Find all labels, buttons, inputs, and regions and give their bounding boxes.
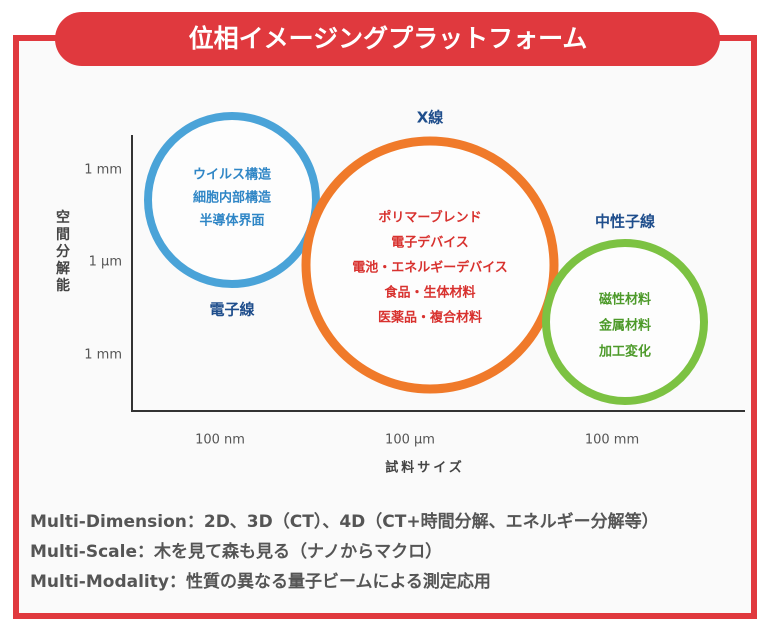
electron-circle — [144, 112, 320, 288]
region-label: 電子線 — [209, 301, 254, 319]
region-item: ポリマーブレンド — [378, 210, 481, 226]
title: 位相イメージングプラットフォーム — [189, 24, 588, 53]
region-item: 電池・エネルギーデバイス — [352, 260, 508, 276]
x-tick-label: 100 μm — [385, 433, 435, 448]
neutron-circle — [542, 239, 708, 405]
title-tab — [55, 12, 720, 66]
note: Multi-Modality：性質の異なる量子ビームによる測定応用 — [30, 571, 491, 592]
region-item: 半導体界面 — [199, 213, 264, 229]
x-tick-label: 100 mm — [585, 433, 639, 448]
region-label: 中性子線 — [595, 213, 655, 231]
y-tick-label: 1 mm — [84, 348, 122, 363]
y-tick-label: 1 mm — [84, 163, 122, 178]
region-item: 医薬品・複合材料 — [378, 310, 482, 326]
note: Multi-Scale：木を見て森も見る（ナノからマクロ） — [30, 541, 442, 562]
x-tick-label: 100 nm — [195, 433, 245, 448]
region-item: 電子デバイス — [391, 235, 469, 251]
region-item: 金属材料 — [598, 318, 651, 334]
note: Multi-Dimension：2D、3D（CT）、4D（CT+時間分解、エネル… — [30, 511, 659, 532]
region-item: 磁性材料 — [599, 292, 651, 308]
region-item: 加工変化 — [598, 344, 651, 360]
x-axis-label: 試料サイズ — [385, 460, 465, 476]
region-item: ウイルス構造 — [193, 167, 272, 183]
region-item: 食品・生体材料 — [384, 285, 475, 301]
y-axis-label: 空間分解能 — [54, 209, 70, 295]
y-tick-label: 1 μm — [89, 255, 122, 270]
region-label: X線 — [417, 109, 444, 127]
xray-circle — [301, 136, 559, 394]
region-item: 細胞内部構造 — [193, 190, 272, 206]
